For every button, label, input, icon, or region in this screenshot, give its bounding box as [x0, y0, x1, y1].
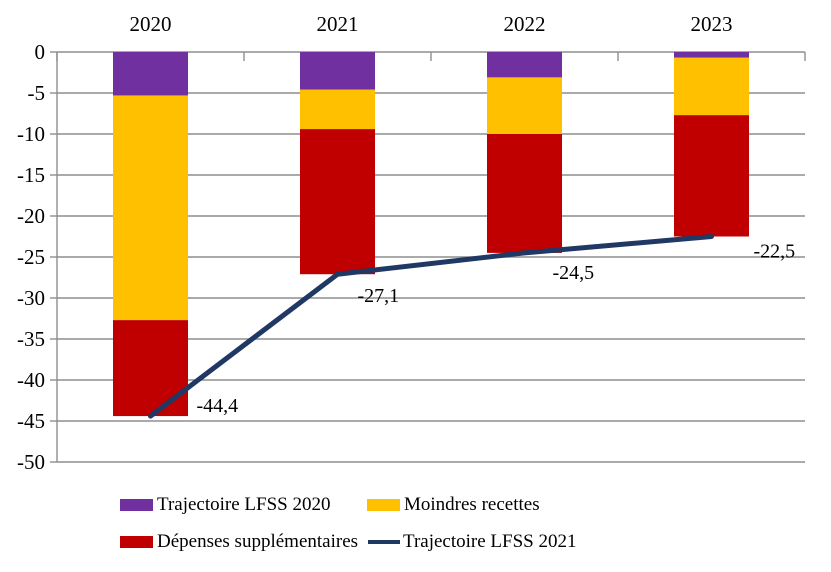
y-axis-tick-label: -15	[17, 163, 45, 187]
legend-item-trajectoire-lfss-2020: Trajectoire LFSS 2020	[120, 494, 330, 516]
x-axis-label: 2021	[317, 12, 359, 36]
data-label: -22,5	[754, 241, 796, 263]
legend-item-depenses-supplementaires: Dépenses supplémentaires	[120, 531, 358, 553]
data-label: -27,1	[358, 285, 400, 307]
legend-label: Moindres recettes	[404, 494, 540, 515]
data-label: -44,4	[197, 395, 239, 417]
y-axis-tick-label: -45	[17, 409, 45, 433]
bar-segment	[300, 129, 375, 275]
x-axis-label: 2022	[504, 12, 546, 36]
legend-swatch-trajectoire-lfss-2020	[120, 499, 153, 511]
legend-swatch-depenses-supplementaires	[120, 536, 153, 548]
y-axis-tick-label: -40	[17, 368, 45, 392]
legend-swatch-trajectoire-lfss-2021	[368, 540, 400, 544]
y-axis-tick-label: -20	[17, 204, 45, 228]
bar-segment	[300, 52, 375, 90]
bar-segment	[113, 52, 188, 96]
legend-label: Dépenses supplémentaires	[157, 531, 359, 552]
legend-swatch-moindres-recettes	[367, 499, 400, 511]
bar-segment	[674, 52, 749, 58]
y-axis-tick-label: -50	[17, 450, 45, 474]
y-axis-tick-label: -5	[28, 81, 46, 105]
bar-segment	[113, 95, 188, 321]
trajectory-line	[148, 234, 714, 419]
data-label: -24,5	[553, 262, 595, 284]
bar-segment	[300, 89, 375, 130]
legend-label: Trajectoire LFSS 2020	[157, 494, 331, 515]
y-axis-tick-label: -25	[17, 245, 45, 269]
bar-segment	[674, 57, 749, 116]
bar-segment	[113, 320, 188, 417]
bar-segment	[487, 52, 562, 78]
bar-segment	[487, 77, 562, 134]
y-axis-tick-label: -10	[17, 122, 45, 146]
bar-segment	[674, 115, 749, 237]
x-axis-label: 2023	[691, 12, 733, 36]
legend-item-trajectoire-lfss-2021: Trajectoire LFSS 2021	[368, 531, 576, 553]
legend-item-moindres-recettes: Moindres recettes	[367, 494, 540, 516]
legend-label: Trajectoire LFSS 2021	[403, 531, 577, 552]
x-axis-label: 2020	[130, 12, 172, 36]
bar-segment	[487, 134, 562, 253]
y-axis-tick-label: 0	[35, 40, 46, 64]
y-axis-tick-label: -30	[17, 286, 45, 310]
y-axis-tick-label: -35	[17, 327, 45, 351]
